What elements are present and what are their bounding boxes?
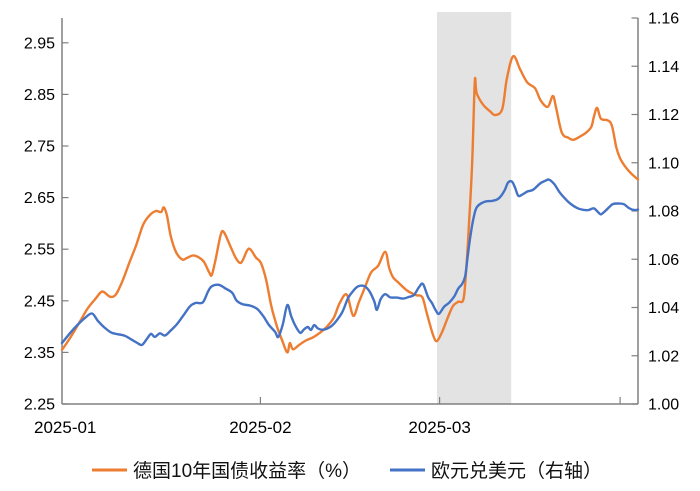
y-left-tick-label: 2.45 bbox=[24, 293, 55, 310]
x-tick-label: 2025-02 bbox=[229, 418, 291, 437]
y-right-tick-label: 1.14 bbox=[648, 59, 679, 76]
y-right-tick-label: 1.06 bbox=[648, 252, 679, 269]
y-left-tick-label: 2.75 bbox=[24, 139, 55, 156]
series-line-eurusd bbox=[60, 178, 640, 347]
y-right-tick-label: 1.08 bbox=[648, 204, 679, 221]
y-right-tick-label: 1.02 bbox=[648, 348, 679, 365]
y-left-tick-label: 2.35 bbox=[24, 345, 55, 362]
axes-layer bbox=[61, 17, 639, 405]
series-line-bund-yield bbox=[60, 54, 640, 354]
legend: 德国10年国债收益率（%） 欧元兑美元（右轴） bbox=[92, 460, 602, 482]
y-left-tick-label: 2.55 bbox=[24, 242, 55, 259]
highlight-band bbox=[437, 12, 512, 404]
y-left-tick-label: 2.25 bbox=[24, 397, 55, 414]
y-left-tick-label: 2.65 bbox=[24, 190, 55, 207]
legend-label-eurusd: 欧元兑美元（右轴） bbox=[431, 460, 602, 482]
y-right-tick-label: 1.12 bbox=[648, 107, 679, 124]
x-tick-label: 2025-01 bbox=[34, 418, 96, 437]
x-tick-label: 2025-03 bbox=[408, 418, 470, 437]
y-left-tick-label: 2.95 bbox=[24, 35, 55, 52]
y-right-tick-label: 1.16 bbox=[648, 11, 679, 28]
axis-labels-layer: 2.25 2.35 2.45 2.55 2.65 2.75 2.85 2.95 1.00 1.02… bbox=[24, 11, 679, 438]
series-layer bbox=[60, 54, 640, 354]
y-right-tick-label: 1.04 bbox=[648, 300, 679, 317]
highlight-band-layer bbox=[437, 12, 512, 404]
y-right-tick-label: 1.00 bbox=[648, 397, 679, 414]
y-left-tick-label: 2.85 bbox=[24, 87, 55, 104]
legend-label-bund-yield: 德国10年国债收益率（%） bbox=[133, 460, 361, 482]
y-right-tick-label: 1.10 bbox=[648, 155, 679, 172]
